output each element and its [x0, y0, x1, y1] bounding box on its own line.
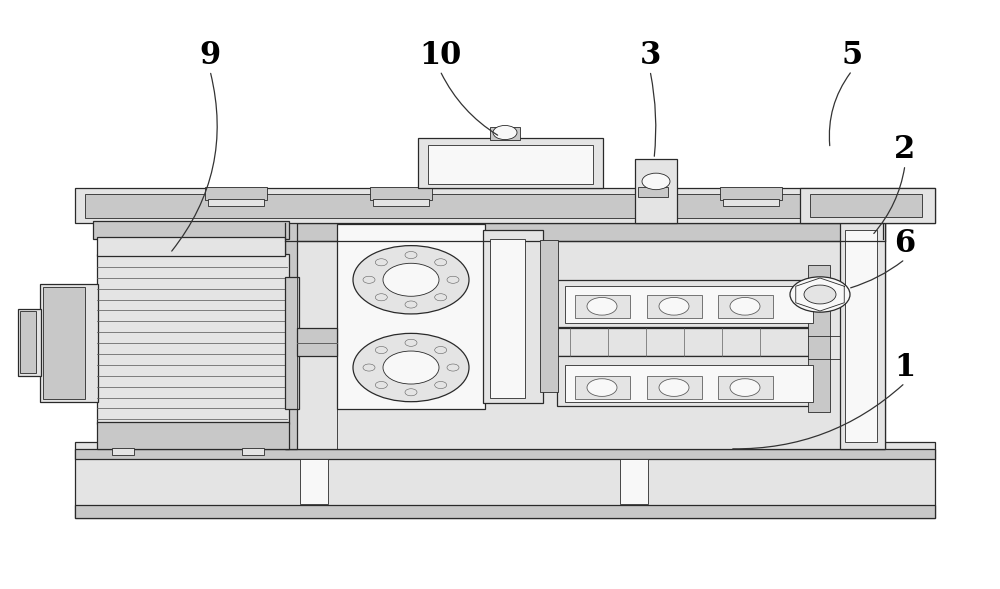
Circle shape	[447, 276, 459, 283]
Circle shape	[363, 364, 375, 371]
Text: 3: 3	[639, 39, 661, 71]
Circle shape	[353, 246, 469, 314]
Circle shape	[587, 297, 617, 315]
Circle shape	[405, 252, 417, 259]
Circle shape	[353, 333, 469, 402]
Bar	[490, 239, 525, 398]
Bar	[718, 376, 773, 399]
Circle shape	[375, 382, 387, 389]
Bar	[575, 376, 630, 399]
Circle shape	[375, 346, 387, 353]
Bar	[337, 224, 485, 409]
Bar	[18, 309, 41, 376]
Bar	[845, 230, 877, 442]
Bar	[75, 188, 935, 223]
Bar	[75, 442, 935, 518]
Bar	[43, 287, 85, 399]
Bar	[285, 222, 297, 449]
Bar	[557, 280, 822, 327]
Circle shape	[435, 294, 447, 301]
Bar	[800, 188, 935, 223]
Bar	[285, 222, 885, 449]
Bar	[370, 187, 432, 200]
Bar	[112, 448, 134, 455]
Bar	[418, 138, 603, 188]
Bar	[575, 294, 630, 318]
Bar	[373, 199, 429, 206]
Text: 9: 9	[199, 39, 221, 71]
Bar	[718, 294, 773, 318]
Circle shape	[447, 364, 459, 371]
Bar	[483, 230, 543, 403]
Circle shape	[375, 294, 387, 301]
Bar	[720, 187, 782, 200]
Bar	[647, 376, 702, 399]
Bar	[810, 194, 922, 217]
Circle shape	[405, 301, 417, 308]
Bar	[647, 294, 702, 318]
Circle shape	[405, 339, 417, 346]
Circle shape	[383, 351, 439, 384]
Bar	[723, 199, 779, 206]
Circle shape	[375, 259, 387, 266]
Circle shape	[435, 259, 447, 266]
Circle shape	[383, 263, 439, 296]
Bar	[285, 277, 299, 409]
Text: 1: 1	[894, 352, 916, 383]
Bar	[540, 240, 558, 392]
Circle shape	[730, 297, 760, 315]
Text: 6: 6	[894, 228, 916, 259]
Circle shape	[435, 346, 447, 353]
Circle shape	[405, 389, 417, 396]
Bar	[565, 365, 813, 402]
Circle shape	[730, 379, 760, 396]
Circle shape	[642, 173, 670, 190]
Bar	[297, 328, 337, 356]
Bar	[808, 265, 830, 412]
Circle shape	[587, 379, 617, 396]
Circle shape	[435, 382, 447, 389]
Bar	[840, 222, 885, 449]
Bar	[285, 223, 885, 241]
Bar	[300, 459, 328, 504]
Bar	[85, 194, 925, 218]
Circle shape	[493, 125, 517, 140]
Bar	[490, 127, 520, 140]
Circle shape	[659, 297, 689, 315]
Text: 10: 10	[419, 39, 461, 71]
Bar	[97, 254, 289, 424]
Bar	[97, 237, 285, 256]
Text: 5: 5	[841, 39, 863, 71]
Bar	[565, 286, 813, 323]
Bar	[638, 187, 668, 197]
Bar	[620, 459, 648, 504]
Bar	[635, 159, 677, 223]
Circle shape	[659, 379, 689, 396]
Bar	[205, 187, 267, 200]
Bar	[557, 356, 822, 406]
Bar	[40, 284, 98, 402]
Circle shape	[804, 285, 836, 304]
Bar	[428, 145, 593, 184]
Bar	[557, 328, 822, 356]
Bar	[93, 221, 289, 239]
Bar	[20, 311, 36, 373]
Bar	[75, 505, 935, 518]
Bar	[97, 422, 289, 449]
Circle shape	[790, 277, 850, 312]
Bar	[75, 449, 935, 459]
Text: 2: 2	[894, 134, 916, 165]
Bar	[242, 448, 264, 455]
Circle shape	[363, 276, 375, 283]
Bar	[208, 199, 264, 206]
